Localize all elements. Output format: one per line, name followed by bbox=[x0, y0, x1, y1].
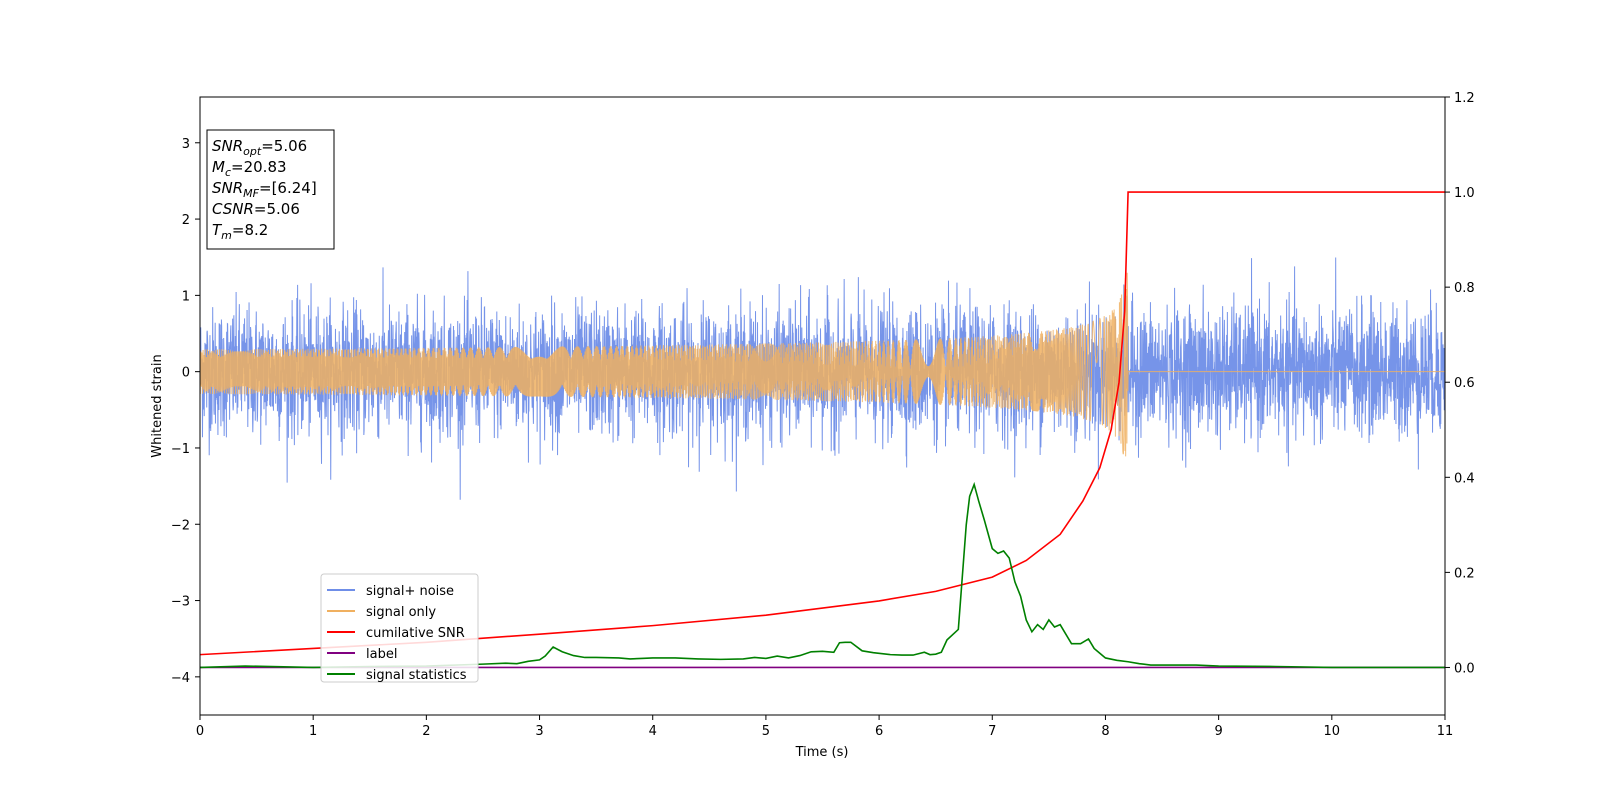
y-axis-label: Whitened strain bbox=[150, 354, 165, 457]
x-axis: 0 1 2 3 4 5 6 7 8 9 10 11 bbox=[196, 715, 1453, 739]
info-line: Tm=8.2 bbox=[212, 221, 268, 242]
info-line: SNRopt=5.06 bbox=[212, 137, 307, 158]
y-tick-label-left: 1 bbox=[182, 289, 190, 304]
x-tick-label: 7 bbox=[988, 724, 996, 739]
plot-frame bbox=[199, 96, 1446, 716]
cumilative-snr-series bbox=[200, 191, 1445, 656]
x-tick-label: 5 bbox=[762, 724, 770, 739]
x-tick-label: 1 bbox=[309, 724, 317, 739]
y-axis-right: 0.0 0.2 0.4 0.6 0.8 1.0 1.2 bbox=[1445, 91, 1475, 676]
info-box: SNRopt=5.06Mc=20.83SNRMF=[6.24]CSNR=5.06… bbox=[206, 129, 335, 250]
y-tick-label-left: 3 bbox=[182, 137, 190, 152]
y-tick-label-left: −1 bbox=[171, 442, 190, 457]
x-tick-label: 0 bbox=[196, 724, 204, 739]
y-tick-label-right: 1.2 bbox=[1454, 91, 1475, 106]
legend-frame bbox=[320, 573, 479, 683]
info-box-frame bbox=[206, 129, 335, 250]
y-tick-label-right: 0.0 bbox=[1454, 661, 1475, 676]
legend-entry: cumilative SNR bbox=[366, 626, 465, 641]
legend-entry: signal only bbox=[366, 605, 436, 620]
y-tick-label-right: 0.4 bbox=[1454, 471, 1475, 486]
legend-entry: label bbox=[366, 647, 397, 662]
y-tick-label-right: 0.6 bbox=[1454, 376, 1475, 391]
legend: signal+ noise signal only cumilative SNR la… bbox=[320, 573, 479, 683]
y-tick-label-left: 0 bbox=[182, 366, 190, 381]
x-tick-label: 4 bbox=[649, 724, 657, 739]
y-tick-label-right: 1.0 bbox=[1454, 186, 1475, 201]
signal-only-series bbox=[200, 272, 1445, 457]
info-line: SNRMF=[6.24] bbox=[212, 179, 317, 200]
x-tick-label: 6 bbox=[875, 724, 883, 739]
info-line: Mc=20.83 bbox=[212, 158, 287, 179]
y-axis-left: −4 −3 −2 −1 0 1 2 3 bbox=[171, 137, 200, 686]
signal-statistics-series bbox=[200, 481, 1445, 669]
x-tick-label: 9 bbox=[1214, 724, 1222, 739]
x-tick-label: 10 bbox=[1324, 724, 1341, 739]
x-tick-label: 11 bbox=[1437, 724, 1454, 739]
x-axis-label: Time (s) bbox=[795, 745, 849, 760]
y-tick-label-right: 0.8 bbox=[1454, 281, 1475, 296]
x-tick-label: 3 bbox=[535, 724, 543, 739]
x-tick-label: 2 bbox=[422, 724, 430, 739]
y-tick-label-right: 0.2 bbox=[1454, 566, 1475, 581]
info-line: CSNR=5.06 bbox=[212, 200, 300, 218]
legend-entry: signal statistics bbox=[366, 668, 467, 683]
y-tick-label-left: −3 bbox=[171, 595, 190, 610]
legend-entry: signal+ noise bbox=[366, 584, 454, 599]
x-tick-label: 8 bbox=[1101, 724, 1109, 739]
y-tick-label-left: −2 bbox=[171, 518, 190, 533]
y-tick-label-left: −4 bbox=[171, 671, 190, 686]
y-tick-label-left: 2 bbox=[182, 213, 190, 228]
